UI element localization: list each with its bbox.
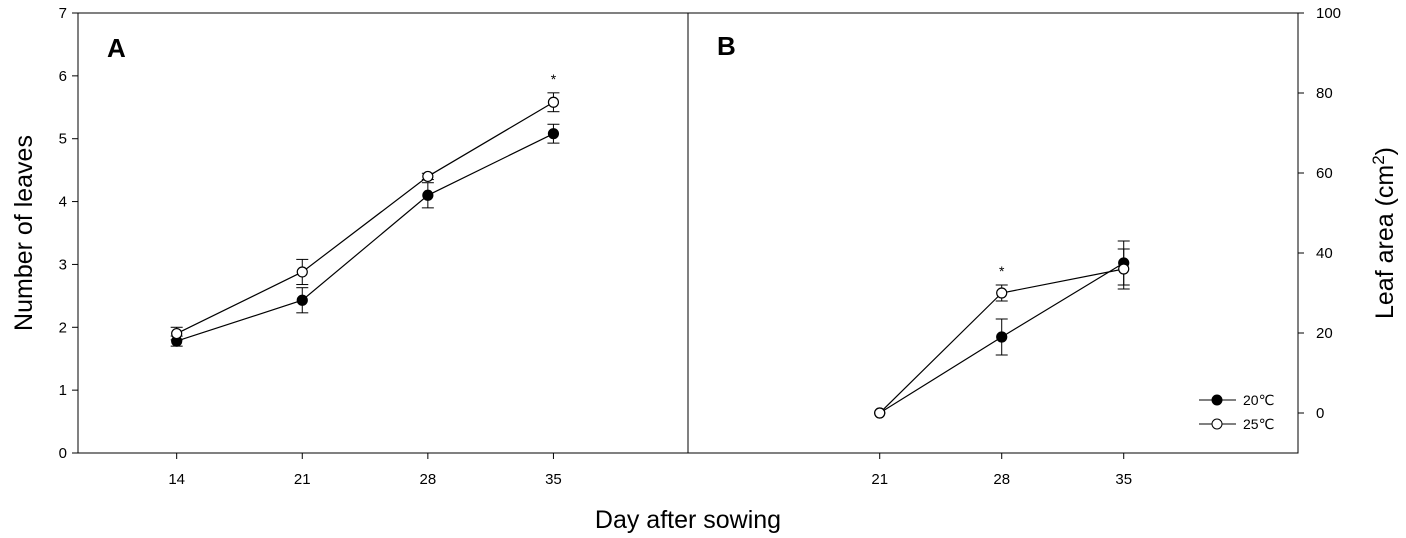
- y-tick-label: 40: [1316, 245, 1333, 262]
- right-y-axis-title-close: ): [1371, 147, 1399, 155]
- data-point-25c: [171, 327, 183, 340]
- left-y-axis-title: Number of leaves: [10, 135, 38, 331]
- y-tick-label: 7: [59, 5, 67, 22]
- legend-label-20c: 20℃: [1243, 392, 1274, 408]
- y-tick-label: 2: [59, 319, 67, 336]
- panel-label-a: A: [107, 33, 126, 63]
- legend: 20℃ 25℃: [1199, 392, 1274, 432]
- x-tick-label: 28: [420, 471, 437, 488]
- y-tick-label: 80: [1316, 85, 1333, 102]
- panel-label-b: B: [717, 31, 736, 61]
- y-tick-label: 4: [59, 194, 67, 211]
- series-line-20c: [176, 133, 554, 342]
- x-tick-label: 35: [545, 471, 562, 488]
- x-tick-label: 35: [1115, 471, 1132, 488]
- y-tick-label: 6: [59, 68, 67, 85]
- data-point-25c: [422, 170, 434, 183]
- significance-marker: *: [551, 71, 557, 87]
- x-tick-label: 21: [294, 471, 311, 488]
- y-tick-label: 1: [59, 382, 67, 399]
- legend-marker-20c: [1211, 394, 1223, 406]
- x-tick-label: 21: [871, 471, 888, 488]
- x-axis-title: Day after sowing: [595, 506, 781, 534]
- data-point-20c: [547, 128, 560, 140]
- legend-marker-25c: [1211, 418, 1223, 430]
- x-tick-label: 28: [993, 471, 1010, 488]
- y-tick-label: 60: [1316, 165, 1333, 182]
- data-point-25c: [1118, 263, 1130, 275]
- y-tick-label: 100: [1316, 5, 1341, 22]
- series-line-25c: [176, 101, 554, 335]
- legend-label-25c: 25℃: [1243, 416, 1274, 432]
- y-tick-label: 0: [59, 445, 67, 462]
- y-tick-label: 0: [1316, 405, 1324, 422]
- right-y-axis-title: Leaf area (cm2): [1369, 147, 1399, 319]
- y-tick-label: 5: [59, 131, 67, 148]
- right-y-axis-title-superscript: 2: [1369, 155, 1388, 164]
- significance-marker: *: [999, 263, 1005, 279]
- right-y-axis-title-main: Leaf area (cm: [1371, 165, 1399, 319]
- data-point-25c: [547, 96, 560, 108]
- y-tick-label: 3: [59, 256, 67, 273]
- y-tick-label: 20: [1316, 325, 1333, 342]
- x-tick-label: 14: [168, 471, 185, 488]
- series-layer: [170, 92, 1130, 419]
- data-point-20c: [422, 189, 434, 201]
- annotation-layer: **: [551, 71, 1005, 279]
- data-point-25c: [296, 266, 308, 278]
- data-point-25c: [996, 287, 1008, 299]
- data-point-25c: [874, 407, 886, 419]
- data-point-20c: [996, 331, 1008, 343]
- data-point-20c: [296, 294, 308, 306]
- tick-layer: 0 1 2 3 4 5 6 7 14 21 28 35 0 20 40 60 80 100 21 28 35: [59, 5, 1341, 488]
